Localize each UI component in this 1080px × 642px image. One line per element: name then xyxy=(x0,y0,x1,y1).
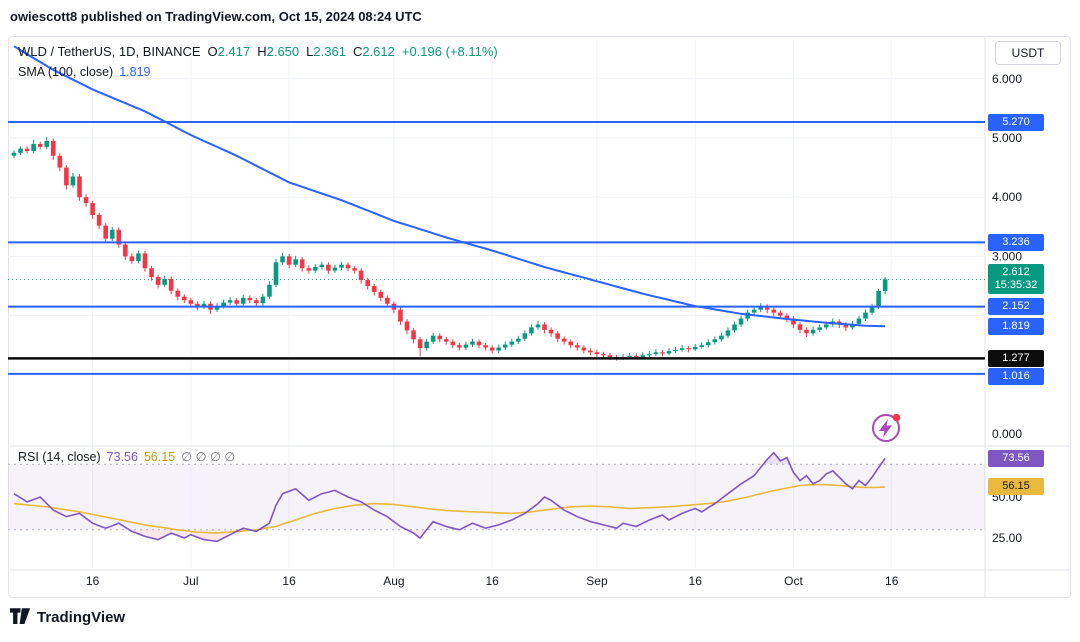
tradingview-logo-icon xyxy=(10,608,31,624)
axis-badge-1.016[interactable]: 1.016 xyxy=(988,368,1044,385)
rsi-value: 73.56 xyxy=(106,450,138,464)
svg-text:25.00: 25.00 xyxy=(992,531,1022,545)
currency-toggle-button[interactable]: USDT xyxy=(995,41,1061,65)
svg-text:Sep: Sep xyxy=(586,574,608,588)
rsi-hidden-values: ∅ ∅ ∅ ∅ xyxy=(181,450,236,464)
sma-line[interactable] xyxy=(13,45,886,328)
rsi-oversold-fill xyxy=(14,529,886,542)
sma-label: SMA (100, close) xyxy=(18,65,114,79)
attribution-text: owiescott8 published on TradingView.com,… xyxy=(10,9,422,24)
svg-text:16: 16 xyxy=(485,574,499,588)
svg-text:4.000: 4.000 xyxy=(992,190,1022,204)
rsi-line[interactable] xyxy=(13,451,886,543)
flash-icon[interactable] xyxy=(872,413,901,442)
svg-text:16: 16 xyxy=(689,574,703,588)
svg-text:6.000: 6.000 xyxy=(992,72,1022,86)
axis-badge-3.236[interactable]: 3.236 xyxy=(988,234,1044,251)
pane-separators xyxy=(8,37,1071,597)
notification-dot xyxy=(892,413,901,422)
svg-text:3.000: 3.000 xyxy=(992,249,1022,263)
sma-legend[interactable]: SMA (100, close) 1.819 xyxy=(18,65,150,79)
last-price-badge: 2.612 15:35:32 xyxy=(988,264,1044,294)
svg-text:Jul: Jul xyxy=(183,574,198,588)
rsi-value-badge: 73.56 xyxy=(988,450,1044,467)
time-axis[interactable]: 16 Jul 16 Aug 16 Sep 16 Oct 16 xyxy=(86,574,899,588)
symbol-title[interactable]: WLD / TetherUS, 1D, BINANCE xyxy=(18,44,201,59)
svg-text:16: 16 xyxy=(86,574,100,588)
tradingview-brand[interactable]: TradingView xyxy=(10,608,125,626)
sma-value-badge: 1.819 xyxy=(988,318,1044,335)
axis-badge-5.270[interactable]: 5.270 xyxy=(988,114,1044,131)
candlestick-series xyxy=(11,136,888,361)
sma-value: 1.819 xyxy=(119,65,151,79)
chart-widget xyxy=(8,36,1071,598)
rsi-legend[interactable]: RSI (14, close) 73.56 56.15 ∅ ∅ ∅ ∅ xyxy=(18,449,235,464)
axis-badge-1.277[interactable]: 1.277 xyxy=(988,350,1044,367)
rsi-ma-line[interactable] xyxy=(13,483,886,534)
symbol-legend[interactable]: WLD / TetherUS, 1D, BINANCE O2.417 H2.650 L… xyxy=(18,44,498,59)
svg-text:16: 16 xyxy=(885,574,899,588)
rsi-ma-value: 56.15 xyxy=(143,450,176,464)
rsi-label: RSI (14, close) xyxy=(18,450,101,464)
change-value: +0.196 (+8.11%) xyxy=(401,44,498,59)
horizontal-level-lines[interactable] xyxy=(8,121,985,375)
ohlc-values: O2.417 H2.650 L2.361 C2.612 xyxy=(207,44,395,59)
svg-text:16: 16 xyxy=(282,574,296,588)
rsi-ma-value-badge: 56.15 xyxy=(988,478,1044,495)
svg-text:5.000: 5.000 xyxy=(992,131,1022,145)
tradingview-logo-text: TradingView xyxy=(37,608,126,626)
rsi-band xyxy=(8,463,985,531)
axis-badge-2.152[interactable]: 2.152 xyxy=(988,298,1044,315)
svg-text:Aug: Aug xyxy=(383,574,404,588)
svg-text:Oct: Oct xyxy=(784,574,803,588)
svg-text:0.000: 0.000 xyxy=(992,427,1022,441)
